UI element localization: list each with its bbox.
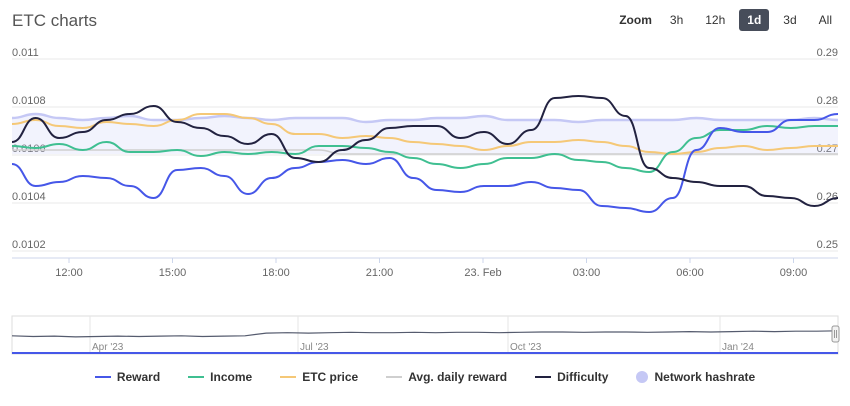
- zoom-all-button[interactable]: All: [818, 13, 832, 27]
- main-chart[interactable]: 0.011 0.290.0108 0.280.0106 0.270.0104 0.260…: [0, 0, 850, 360]
- legend-item-avg-daily-reward[interactable]: Avg. daily reward: [386, 370, 507, 384]
- legend-label: Income: [210, 370, 253, 384]
- legend-swatch: [188, 376, 205, 378]
- y-right-tick-label: 0.25: [817, 239, 838, 251]
- x-tick-label: 12:00: [55, 267, 83, 279]
- page-title: ETC charts: [12, 11, 98, 30]
- x-tick-label: 23. Feb: [464, 267, 501, 279]
- series-line-reward[interactable]: [11, 113, 839, 214]
- legend-swatch: [280, 376, 297, 378]
- x-tick-label: 09:00: [780, 267, 808, 279]
- series-line-difficulty[interactable]: [11, 94, 839, 208]
- legend-swatch: [636, 371, 649, 383]
- zoom-controls: Zoom 3h 12h 1d 3d All: [619, 9, 840, 31]
- legend-label: Reward: [116, 370, 161, 384]
- zoom-12h-button[interactable]: 12h: [705, 13, 726, 27]
- navigator-label: Oct '23: [510, 342, 542, 353]
- zoom-label: Zoom: [619, 13, 652, 27]
- series-line-etc-price[interactable]: [11, 113, 838, 156]
- x-tick-label: 15:00: [159, 267, 187, 279]
- series-line-avg-daily-reward[interactable]: [11, 149, 838, 155]
- legend-item-difficulty[interactable]: Difficulty: [535, 370, 608, 384]
- y-right-tick-label: 0.28: [817, 95, 838, 107]
- navigator-label: Jul '23: [300, 342, 329, 353]
- navigator-handle[interactable]: [831, 325, 840, 343]
- y-left-tick-label: 0.011: [12, 47, 39, 59]
- legend-item-etc-price[interactable]: ETC price: [280, 370, 358, 384]
- legend-item-network-hashrate[interactable]: Network hashrate: [636, 370, 755, 384]
- y-left-tick-label: 0.0102: [12, 239, 46, 251]
- navigator-frame[interactable]: [11, 315, 839, 355]
- legend-swatch: [386, 376, 403, 378]
- series-line-income[interactable]: [11, 124, 838, 174]
- legend-label: Difficulty: [557, 370, 609, 384]
- x-tick-label: 18:00: [262, 267, 290, 279]
- legend-label: Avg. daily reward: [408, 370, 508, 384]
- x-tick-label: 21:00: [366, 267, 394, 279]
- y-right-tick-label: 0.29: [817, 47, 838, 59]
- zoom-1d-button[interactable]: 1d: [739, 9, 770, 31]
- x-tick-label: 03:00: [573, 267, 601, 279]
- legend-swatch: [94, 376, 111, 378]
- chart-legend: Reward Income ETC price Avg. daily reward Di…: [0, 370, 850, 384]
- legend-swatch: [535, 376, 552, 378]
- legend-item-reward[interactable]: Reward: [94, 370, 161, 384]
- y-left-tick-label: 0.0108: [12, 95, 46, 107]
- navigator-label: Jan '24: [722, 342, 754, 353]
- legend-label: ETC price: [302, 370, 359, 384]
- y-right-tick-label: 0.26: [817, 191, 838, 203]
- navigator-label: Apr '23: [92, 342, 124, 353]
- series-line-network-hashrate[interactable]: [11, 112, 839, 124]
- legend-label: Network hashrate: [654, 370, 756, 384]
- legend-item-income[interactable]: Income: [188, 370, 252, 384]
- navigator-series-line: [11, 330, 839, 338]
- x-tick-label: 06:00: [676, 267, 704, 279]
- zoom-3h-button[interactable]: 3h: [669, 13, 684, 27]
- y-left-tick-label: 0.0104: [12, 191, 46, 203]
- zoom-3d-button[interactable]: 3d: [783, 13, 797, 27]
